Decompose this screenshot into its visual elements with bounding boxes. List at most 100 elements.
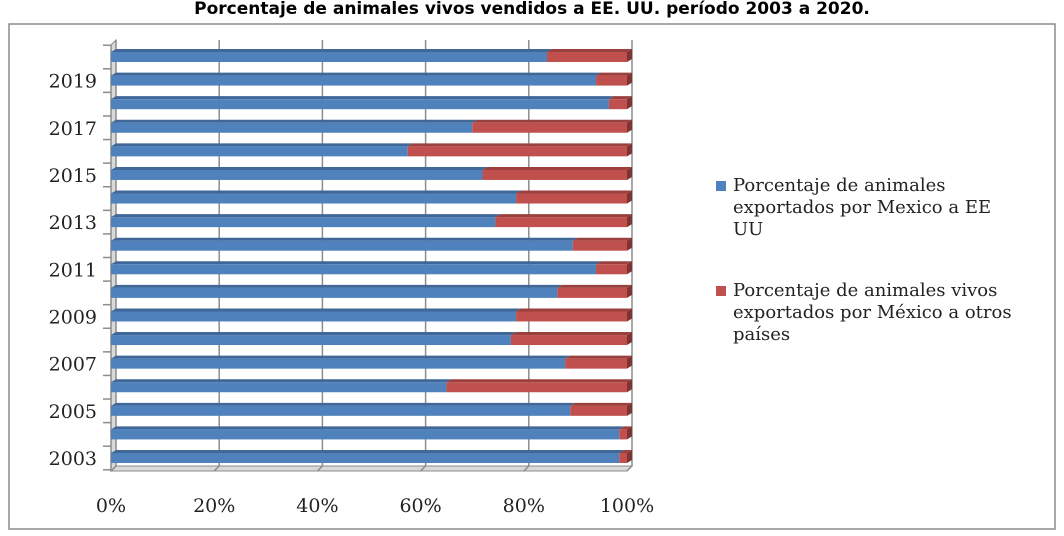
bar-segment (111, 240, 573, 251)
bar-segment (547, 52, 627, 62)
y-tick-label: 2015 (49, 165, 97, 187)
bar-segment (111, 122, 473, 133)
bar-top-face (619, 450, 632, 453)
x-tick-label: 60% (399, 495, 441, 517)
bar-top-face (111, 450, 625, 453)
bar-top-face (111, 96, 614, 100)
bar-end-face (627, 72, 632, 86)
legend-label: Porcentaje de animales vivos exportados p… (733, 280, 1012, 345)
bar-segment (111, 405, 571, 416)
bar-end-face (627, 379, 632, 393)
bar-segment (495, 217, 627, 228)
bar-segment (596, 264, 627, 275)
bar-end-face (627, 402, 632, 416)
y-tick-label: 2019 (49, 71, 97, 93)
bar-segment (446, 382, 627, 393)
bar-end-face (627, 143, 632, 157)
bar-top-face (111, 261, 602, 265)
bar-segment (619, 453, 627, 463)
bar-end-face (627, 308, 632, 322)
y-tick-label: 2005 (49, 401, 97, 423)
bar-end-face (627, 166, 632, 180)
bar-top-face (111, 143, 413, 147)
legend-swatch (716, 181, 726, 191)
bar-top-face (557, 284, 632, 288)
bar-top-face (570, 402, 632, 406)
bar-segment (516, 193, 627, 204)
bar-top-face (446, 379, 632, 383)
x-gridline-floor (316, 465, 323, 472)
y-tick-label: 2011 (49, 259, 97, 281)
bar-end-face (627, 355, 632, 369)
bar-segment (111, 52, 548, 62)
bar-end-face (627, 49, 632, 62)
bar-end-face (627, 119, 632, 133)
y-tick-label: 2017 (49, 118, 97, 140)
bar-top-face (111, 426, 625, 430)
bar-top-face (111, 190, 522, 194)
bar-segment (111, 358, 566, 369)
x-tick-label: 20% (193, 495, 235, 517)
x-tick-label: 0% (96, 495, 126, 517)
x-gridline-floor (420, 465, 427, 472)
x-gridline-floor (523, 465, 530, 472)
y-tick-label: 2007 (49, 354, 97, 376)
bar-top-face (596, 72, 632, 76)
plot-floor (109, 465, 634, 472)
bar-top-face (619, 426, 632, 430)
y-tick-label: 2003 (49, 448, 97, 470)
bar-end-face (627, 261, 632, 275)
bar-segment (619, 429, 627, 440)
bar-top-face (482, 166, 632, 170)
bar-top-face (596, 261, 632, 265)
legend: Porcentaje de animales exportados por Mex… (716, 175, 1012, 345)
bar-segment (111, 264, 597, 275)
bar-top-face (565, 355, 632, 359)
legend-swatch (716, 286, 726, 296)
bar-segment (516, 311, 627, 322)
bar-segment (111, 382, 447, 393)
bar-segment (510, 335, 627, 346)
bar-end-face (627, 96, 632, 110)
bar-segment (111, 287, 558, 298)
bar-top-face (111, 308, 522, 312)
bar-segment (596, 75, 627, 86)
bar-segment (407, 146, 627, 157)
bar-segment (111, 146, 408, 157)
bar-top-face (111, 379, 452, 383)
bar-top-face (495, 214, 632, 218)
bar-top-face (472, 119, 632, 123)
legend-label: Porcentaje de animales exportados por Mex… (733, 175, 991, 240)
bar-top-face (516, 308, 632, 312)
bar-top-face (111, 72, 602, 76)
bar-segment (482, 169, 627, 180)
y-tick-label: 2009 (49, 306, 97, 328)
bar-top-face (111, 166, 488, 170)
bar-segment (557, 287, 627, 298)
bar-top-face (510, 332, 632, 336)
plot-area: 0% 20% 40% 60% 80% 100% 2003 2005 2007 2009 2011 20… (49, 38, 654, 517)
bar-end-face (627, 237, 632, 251)
bar-top-face (111, 237, 578, 241)
bar-top-face (111, 332, 516, 336)
bar-segment (565, 358, 627, 369)
bar-end-face (627, 284, 632, 298)
bar-end-face (627, 450, 632, 463)
bar-segment (111, 99, 609, 110)
bar-top-face (111, 49, 553, 52)
bar-segment (111, 169, 483, 180)
bar-top-face (572, 237, 632, 241)
y-tick-label: 2013 (49, 212, 97, 234)
bar-segment (111, 311, 517, 322)
bar-segment (111, 335, 511, 346)
bar-segment (572, 240, 627, 251)
bar-top-face (407, 143, 632, 147)
bar-top-face (111, 284, 563, 288)
x-tick-label: 40% (296, 495, 338, 517)
bar-top-face (547, 49, 632, 52)
bar-top-face (111, 355, 571, 359)
bar-segment (111, 429, 620, 440)
x-gridline-floor (110, 465, 117, 472)
x-tick-label: 80% (503, 495, 545, 517)
bar-segment (608, 99, 627, 110)
